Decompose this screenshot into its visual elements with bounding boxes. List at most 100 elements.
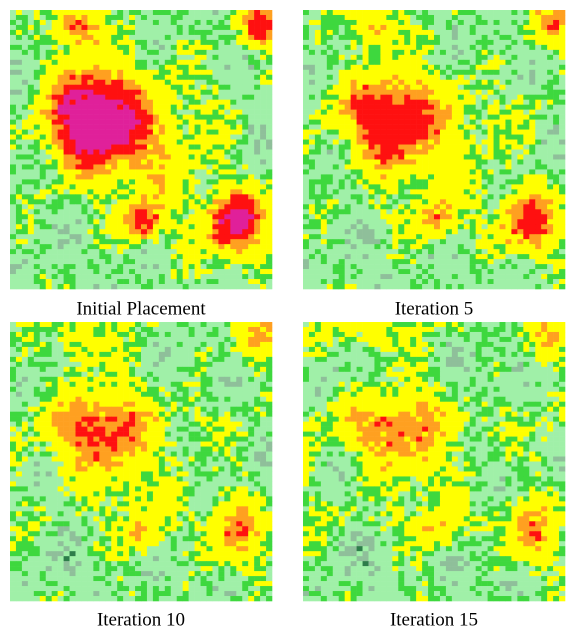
heat-cell — [260, 95, 266, 100]
heat-cell — [410, 10, 416, 15]
heat-cell — [123, 20, 129, 25]
heat-cell — [46, 219, 52, 224]
heat-cell — [452, 179, 458, 184]
heat-cell — [123, 239, 129, 244]
heat-cell — [559, 224, 565, 229]
heat-cell — [500, 164, 506, 169]
heat-cell — [201, 209, 207, 214]
heat-cell — [171, 100, 177, 105]
heat-cell — [434, 174, 440, 179]
heat-cell — [58, 75, 64, 80]
heat-cell — [254, 179, 260, 184]
heat-cell — [93, 15, 99, 20]
heat-cell — [339, 60, 345, 65]
heat-cell — [559, 10, 565, 15]
heat-cell — [242, 140, 248, 145]
heat-cell — [93, 184, 99, 189]
heat-cell — [105, 234, 111, 239]
heat-cell — [541, 174, 547, 179]
heat-cell — [458, 150, 464, 155]
heat-cell — [129, 229, 135, 234]
heat-cell — [147, 224, 153, 229]
heat-cell — [339, 95, 345, 100]
heat-cell — [135, 135, 141, 140]
heat-cell — [236, 50, 242, 55]
heat-cell — [207, 135, 213, 140]
heat-cell — [416, 60, 422, 65]
heat-cell — [201, 150, 207, 155]
heat-cell — [135, 174, 141, 179]
heat-cell — [171, 80, 177, 85]
heat-cell — [230, 274, 236, 279]
heat-cell — [386, 75, 392, 80]
heat-cell — [482, 50, 488, 55]
heat-cell — [195, 95, 201, 100]
heat-cell — [248, 234, 254, 239]
heat-cell — [345, 15, 351, 20]
heat-cell — [541, 110, 547, 115]
heat-cell — [476, 30, 482, 35]
heat-cell — [541, 239, 547, 244]
heat-cell — [129, 184, 135, 189]
heat-cell — [159, 279, 165, 284]
heat-cell — [398, 169, 404, 174]
heat-cell — [422, 150, 428, 155]
heat-cell — [529, 20, 535, 25]
heat-cell — [452, 229, 458, 234]
heat-cell — [218, 25, 224, 30]
heat-cell — [266, 120, 272, 125]
heat-cell — [70, 100, 76, 105]
heat-cell — [266, 269, 272, 274]
heat-cell — [440, 234, 446, 239]
heat-cell — [458, 209, 464, 214]
heat-cell — [159, 65, 165, 70]
heat-cell — [99, 174, 105, 179]
heat-cell — [553, 254, 559, 259]
heat-cell — [482, 239, 488, 244]
heat-cell — [482, 135, 488, 140]
heat-cell — [236, 274, 242, 279]
heat-cell — [230, 100, 236, 105]
heat-cell — [52, 60, 58, 65]
heat-cell — [153, 35, 159, 40]
heat-cell — [363, 10, 369, 15]
heat-cell — [315, 209, 321, 214]
heat-cell — [34, 269, 40, 274]
heat-cell — [511, 135, 517, 140]
heat-cell — [386, 259, 392, 264]
heat-cell — [266, 105, 272, 110]
heat-cell — [535, 105, 541, 110]
heat-cell — [541, 199, 547, 204]
heat-cell — [129, 264, 135, 269]
heat-cell — [212, 249, 218, 254]
heat-cell — [93, 249, 99, 254]
heat-cell — [470, 179, 476, 184]
heat-cell — [177, 140, 183, 145]
heat-cell — [159, 130, 165, 135]
heat-cell — [93, 254, 99, 259]
heat-cell — [189, 25, 195, 30]
heat-cell — [476, 130, 482, 135]
heat-cell — [236, 85, 242, 90]
heat-cell — [248, 322, 254, 327]
heat-cell — [52, 150, 58, 155]
heat-cell — [541, 40, 547, 45]
heat-cell — [40, 269, 46, 274]
heat-cell — [195, 154, 201, 159]
heat-cell — [464, 130, 470, 135]
heat-cell — [470, 169, 476, 174]
heat-cell — [422, 110, 428, 115]
heat-cell — [93, 224, 99, 229]
heat-cell — [207, 199, 213, 204]
heat-cell — [266, 45, 272, 50]
heat-cell — [333, 169, 339, 174]
heat-cell — [398, 264, 404, 269]
heat-cell — [500, 85, 506, 90]
heat-cell — [535, 259, 541, 264]
heat-cell — [22, 254, 28, 259]
heat-cell — [224, 259, 230, 264]
heat-cell — [363, 179, 369, 184]
heat-cell — [505, 140, 511, 145]
heat-cell — [511, 244, 517, 249]
heat-cell — [99, 229, 105, 234]
